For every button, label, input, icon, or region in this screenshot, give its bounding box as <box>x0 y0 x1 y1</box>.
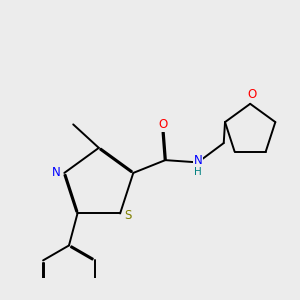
Text: O: O <box>158 118 168 131</box>
Text: S: S <box>124 209 131 222</box>
Text: H: H <box>194 167 202 177</box>
Text: N: N <box>52 167 61 179</box>
Text: O: O <box>248 88 257 101</box>
Text: N: N <box>194 154 203 167</box>
